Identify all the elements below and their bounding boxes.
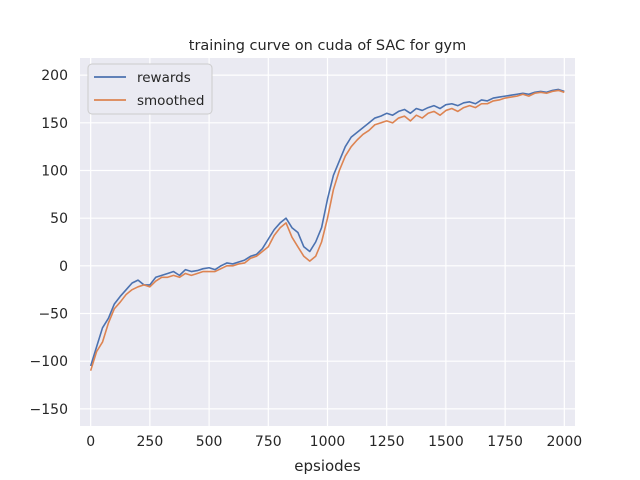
x-tick-label: 0 <box>86 434 95 450</box>
y-tick-label: 50 <box>50 211 68 227</box>
ticks: 0 250 500 750 1000 1250 1500 1750 2000−150−100−5… <box>30 68 583 450</box>
y-tick-label: 0 <box>59 259 68 275</box>
x-tick-label: 2000 <box>547 434 583 450</box>
x-tick-label: 500 <box>196 434 223 450</box>
y-tick-label: −50 <box>38 307 68 323</box>
x-tick-label: 750 <box>255 434 282 450</box>
x-tick-label: 250 <box>137 434 164 450</box>
x-axis-label: epsiodes <box>294 457 361 475</box>
legend-label-rewards: rewards <box>137 70 191 86</box>
series-line-smoothed <box>89 89 565 371</box>
x-tick-label: 1250 <box>369 434 405 450</box>
legend: rewards smoothed <box>87 63 213 115</box>
x-tick-label: 1750 <box>487 434 523 450</box>
series-layer <box>89 88 565 371</box>
series-line-rewards <box>89 88 565 367</box>
x-tick-label: 1000 <box>310 434 346 450</box>
legend-label-smoothed: smoothed <box>137 93 204 109</box>
y-tick-label: 150 <box>41 116 68 132</box>
y-tick-label: 100 <box>41 163 68 179</box>
chart-title: training curve on cuda of SAC for gym <box>189 38 466 54</box>
y-tick-label: 200 <box>41 68 68 84</box>
y-tick-label: −150 <box>30 402 68 418</box>
x-tick-label: 1500 <box>428 434 464 450</box>
y-tick-label: −100 <box>30 354 68 370</box>
